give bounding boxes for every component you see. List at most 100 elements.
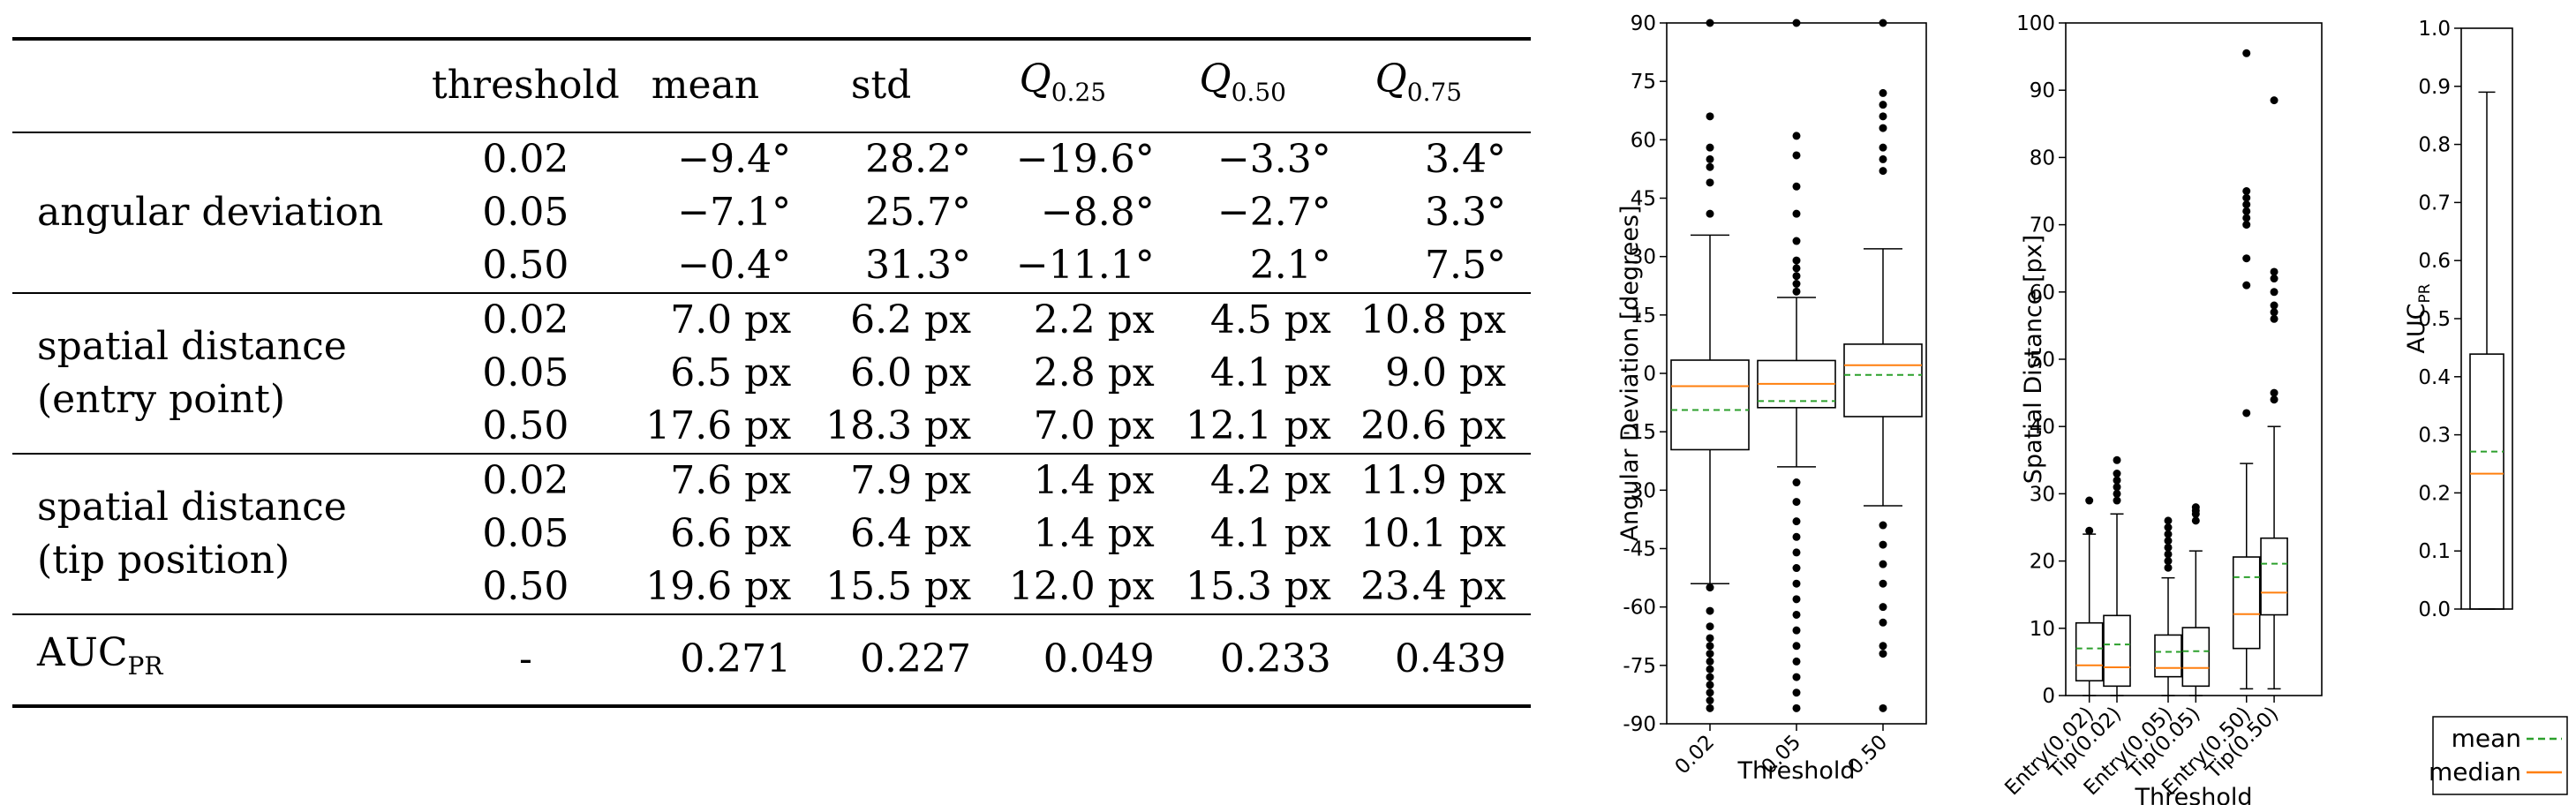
table-row: angular deviation 0.02 −9.4° 28.2° −19.6… <box>12 132 1531 235</box>
cell-q75: 7.5° <box>1425 242 1506 288</box>
box <box>2075 621 2104 682</box>
cell-q25: 12.0 px <box>1008 563 1155 609</box>
cell-mean: 6.5 px <box>670 350 792 395</box>
outlier-point <box>1792 657 1801 666</box>
outlier-point <box>2113 470 2121 478</box>
outlier-point <box>2270 395 2278 404</box>
outlier-point <box>1792 264 1801 273</box>
outlier-point <box>1879 642 1887 651</box>
y-tick-label: 0 <box>2042 685 2055 708</box>
outlier-point <box>1879 19 1887 27</box>
cell-mean: −9.4° <box>677 136 792 182</box>
cell-q25: 2.2 px <box>1033 297 1155 342</box>
outlier-point <box>1792 478 1801 487</box>
y-tick-label: 30 <box>1631 246 1656 269</box>
y-tick-label: -75 <box>1623 655 1656 678</box>
outlier-point <box>2242 221 2251 229</box>
group-label-line: spatial distance <box>37 323 347 369</box>
outlier-point <box>2113 455 2121 464</box>
chart-auc-pr: 0.0 0.1 0.2 0.3 0.4 0.5 0.6 0.7 0.8 0.9 1.0 AUCPR <box>2403 18 2513 621</box>
cell-threshold: - <box>518 636 532 682</box>
y-tick-label: 0.5 <box>2418 308 2451 331</box>
outlier-point <box>1792 688 1801 697</box>
y-tick-label: 1.0 <box>2418 18 2451 41</box>
outlier-point <box>2242 214 2251 222</box>
legend-frame <box>2432 716 2568 795</box>
outlier-point <box>1706 703 1714 712</box>
header-q50: Q0.50 <box>1155 39 1331 132</box>
y-tick-label: 10 <box>2030 618 2055 641</box>
outlier-point <box>1879 560 1887 568</box>
outlier-point <box>2164 563 2173 572</box>
y-axis-label: Angular Deviation [degrees] <box>1616 205 1644 541</box>
y-axis-label: AUCPR <box>2403 283 2434 353</box>
cell-std: 31.3° <box>865 242 972 288</box>
group-label-line: (tip position) <box>37 537 290 583</box>
y-tick-label: 80 <box>2030 147 2055 169</box>
outlier-point <box>1706 688 1714 697</box>
outlier-point <box>1706 143 1714 152</box>
header-q50-sub: 0.50 <box>1231 77 1286 107</box>
cell-q50: 4.5 px <box>1209 297 1331 342</box>
cell-threshold: 0.50 <box>482 563 569 609</box>
boxplot-charts: -90 -75 -60 -45 -30 -15 0 15 30 45 60 75 90 Angular D… <box>1616 12 2568 805</box>
outlier-point <box>1792 595 1801 604</box>
cell-mean: 19.6 px <box>645 563 792 609</box>
group-label-line: (entry point) <box>37 376 286 422</box>
y-tick-label: 0.9 <box>2418 76 2451 99</box>
y-tick-label: 0.7 <box>2418 192 2451 214</box>
cell-threshold: 0.02 <box>482 457 569 503</box>
outlier-point <box>1792 642 1801 651</box>
cell-q75: 3.3° <box>1425 189 1506 235</box>
auc-label-sub: PR <box>127 651 163 681</box>
y-tick-label: 90 <box>1631 12 1656 35</box>
y-tick-label: -90 <box>1623 713 1656 736</box>
outlier-point <box>1792 132 1801 140</box>
header-mean: mean <box>651 63 760 109</box>
cell-q75: 11.9 px <box>1360 457 1506 503</box>
cell-q50: −3.3° <box>1216 136 1331 182</box>
y-tick-label: 15 <box>1631 305 1656 327</box>
outlier-point <box>1706 634 1714 643</box>
outlier-point <box>2191 516 2200 525</box>
outlier-point <box>1706 650 1714 658</box>
cell-threshold: 0.05 <box>482 189 569 235</box>
cell-std: 25.7° <box>865 189 972 235</box>
outlier-point <box>1792 564 1801 573</box>
cell-q75: 0.439 <box>1395 636 1506 682</box>
box <box>2232 556 2261 650</box>
outlier-point <box>1879 540 1887 549</box>
outlier-point <box>1706 19 1714 27</box>
outlier-point <box>2113 483 2121 492</box>
group-label-tip: spatial distance (tip position) <box>12 454 432 614</box>
y-tick-label: 20 <box>2030 551 2055 574</box>
y-tick-label: 0.2 <box>2418 482 2451 505</box>
table-row: 0.50 −0.4° 31.3° −11.1° 2.1° 7.5° <box>12 239 1531 293</box>
y-tick-label: 75 <box>1631 71 1656 94</box>
cell-mean: 0.271 <box>680 636 792 682</box>
outlier-point <box>1792 703 1801 712</box>
plot-frame <box>2065 22 2323 696</box>
outlier-point <box>1706 642 1714 651</box>
y-tick-label: 0.1 <box>2418 540 2451 563</box>
cell-std: 15.5 px <box>825 563 972 609</box>
outlier-point <box>1879 650 1887 658</box>
outlier-point <box>2164 550 2173 559</box>
outlier-point <box>2270 308 2278 317</box>
outlier-point <box>2191 509 2200 518</box>
outlier-point <box>1792 626 1801 635</box>
outlier-point <box>2085 526 2094 535</box>
cell-q50: 0.233 <box>1219 636 1331 682</box>
outlier-point <box>1792 548 1801 557</box>
outlier-point <box>2270 314 2278 323</box>
cell-q25: −11.1° <box>1015 242 1155 288</box>
cell-q75: 3.4° <box>1425 136 1506 182</box>
group-label-angular: angular deviation <box>12 132 432 293</box>
outlier-point <box>1792 287 1801 296</box>
cell-mean: 7.0 px <box>670 297 792 342</box>
table-row: 0.50 17.6 px 18.3 px 7.0 px 12.1 px 20.6… <box>12 400 1531 454</box>
cell-q50: 15.3 px <box>1185 563 1331 609</box>
table-row: 0.50 19.6 px 15.5 px 12.0 px 15.3 px 23.… <box>12 560 1531 614</box>
cell-std: 0.227 <box>860 636 972 682</box>
outlier-point <box>2242 193 2251 202</box>
